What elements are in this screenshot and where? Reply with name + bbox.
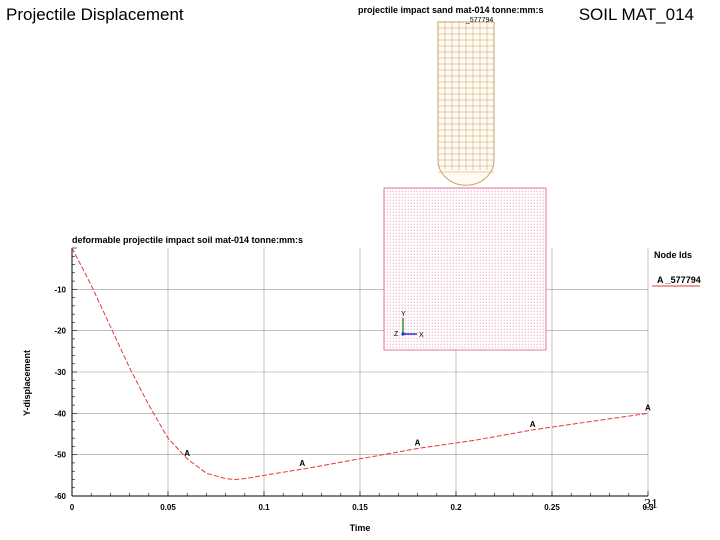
series-line (71, 247, 649, 480)
y-tick-labels: -10 -20 -30 -40 -50 -60 (54, 285, 66, 501)
series-marker-label: A (645, 403, 651, 412)
legend-title: Node Ids (654, 250, 692, 260)
x-tick-label: 0.25 (544, 503, 560, 512)
axis-triad: Y Z X (394, 311, 424, 339)
triad-y-label: Y (401, 311, 406, 318)
projectile-mesh (437, 21, 495, 186)
triad-x-label: X (419, 332, 424, 339)
x-tick-label: 0.1 (258, 503, 270, 512)
slide-title: Projectile Displacement (6, 5, 184, 24)
slide-subtitle: SOIL MAT_014 (578, 5, 694, 24)
chart-axes (71, 247, 649, 497)
x-axis-label: Time (350, 523, 371, 533)
y-tick-label: -20 (54, 327, 66, 336)
y-tick-label: -40 (54, 409, 66, 418)
triad-z-label: Z (394, 331, 399, 338)
series-marker-label: A (530, 420, 536, 429)
series-marker-label: A (415, 438, 421, 447)
x-tick-labels: 0 0.05 0.1 0.15 0.2 0.25 0.3 (70, 503, 654, 512)
y-tick-label: -10 (54, 285, 66, 294)
y-axis-label: Y-displacement (22, 350, 32, 416)
y-tick-label: -30 (54, 368, 66, 377)
x-tick-label: 0.15 (352, 503, 368, 512)
y-tick-label: -50 (54, 451, 66, 460)
sim-node-label: _577794 (465, 17, 493, 24)
chart-title: deformable projectile impact soil mat-01… (72, 235, 303, 245)
x-tick-label: 0.05 (160, 503, 176, 512)
x-tick-label: 0.3 (642, 503, 654, 512)
soil-mesh (383, 187, 547, 351)
x-tick-label: 0 (70, 503, 75, 512)
legend-entry-label: A _577794 (657, 275, 701, 285)
x-tick-label: 0.2 (450, 503, 462, 512)
series-group: A A A A A (71, 247, 651, 480)
series-marker-label: A (299, 459, 305, 468)
series-marker-label: A (184, 449, 190, 458)
sim-title: projectile impact sand mat-014 tonne:mm:… (358, 5, 544, 15)
y-tick-label: -60 (54, 492, 66, 501)
triad-z-axis (401, 332, 405, 336)
page-number: 31 (644, 497, 658, 512)
